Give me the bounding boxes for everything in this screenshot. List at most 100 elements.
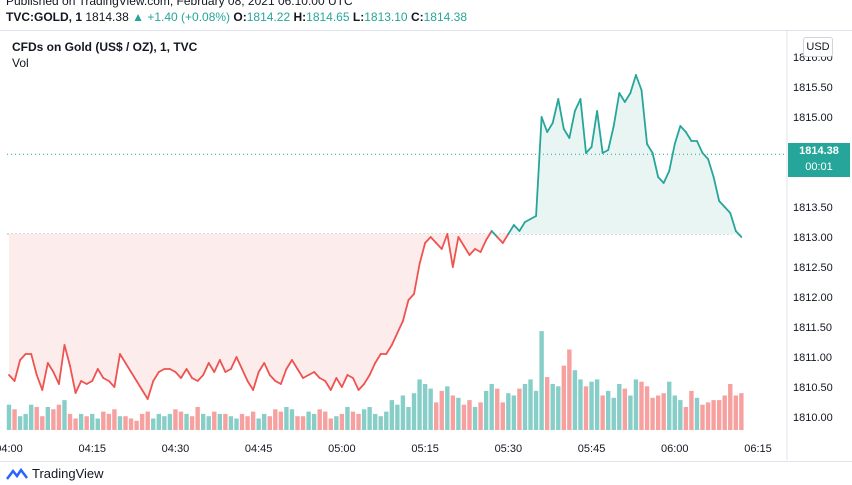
volume-bar <box>345 407 350 430</box>
volume-bar <box>289 409 295 430</box>
volume-bar <box>267 416 272 430</box>
price-line-segment <box>651 152 660 178</box>
volume-bar <box>411 393 417 430</box>
volume-bar <box>439 390 444 430</box>
volume-bar <box>78 413 84 430</box>
price-line-segment <box>707 158 715 178</box>
price-line-segment <box>374 353 382 364</box>
volume-bar <box>84 416 89 430</box>
price-line-segment <box>130 371 138 382</box>
volume-bar <box>17 416 23 430</box>
price-line-segment <box>107 380 116 388</box>
price-line-segment <box>69 365 77 394</box>
volume-bar <box>112 409 117 430</box>
volume-bar <box>689 390 694 430</box>
price-line-segment <box>596 110 604 154</box>
volume-bar <box>406 407 411 430</box>
volume-bar <box>378 416 383 430</box>
price-line-segment <box>723 206 732 214</box>
x-tick-label: 04:30 <box>162 443 190 455</box>
price-line-segment <box>729 212 737 232</box>
volume-bar <box>617 384 622 430</box>
volume-bar <box>51 409 56 430</box>
price-tag-value: 1814.38 <box>799 145 839 157</box>
volume-bar <box>45 407 51 430</box>
close-label: C: <box>410 10 424 24</box>
volume-bar <box>622 388 628 430</box>
volume-bar <box>428 388 433 430</box>
volume-bar <box>262 413 267 430</box>
price-line-segment <box>235 356 243 370</box>
price-line-segment <box>673 125 682 145</box>
price-line-segment <box>518 221 526 232</box>
volume-bar <box>28 404 34 430</box>
volume-bar <box>372 413 378 430</box>
price-line-segment <box>485 230 493 241</box>
volume-bar <box>716 400 722 430</box>
volume-bar <box>73 418 78 430</box>
y-tick-label: 1811.50 <box>793 322 832 334</box>
price-line-segment <box>490 230 499 238</box>
volume-bar <box>167 413 173 430</box>
price-line-segment <box>629 74 637 94</box>
volume-bar <box>350 411 356 430</box>
volume-bar <box>128 418 134 430</box>
volume-bar <box>389 400 395 430</box>
volume-bar <box>139 413 145 430</box>
volume-bar <box>594 379 600 430</box>
price-line-segment <box>662 170 671 184</box>
volume-bar <box>445 386 450 430</box>
price-line-segment <box>501 233 510 244</box>
volume-bar <box>134 420 139 430</box>
volume-bar <box>528 379 533 430</box>
price-line-segment <box>19 353 27 361</box>
price-line-segment <box>346 374 354 379</box>
price-line-segment <box>468 248 476 256</box>
volume-bar <box>700 404 705 430</box>
volume-bar <box>511 395 517 430</box>
volume-bar <box>450 395 456 430</box>
volume-bar <box>356 413 361 430</box>
price-line-segment <box>585 146 593 154</box>
price-line-segment <box>463 245 471 256</box>
y-tick-label: 1812.50 <box>793 262 833 274</box>
price-line-segment <box>590 110 599 148</box>
price-line-segment <box>102 377 110 382</box>
volume-bar <box>212 411 217 430</box>
volume-bar <box>400 395 406 430</box>
currency-button[interactable]: USD <box>803 37 833 57</box>
open-label: O: <box>233 10 247 24</box>
price-line-segment <box>335 377 343 388</box>
price-line-segment <box>296 368 304 379</box>
price-line-segment <box>263 362 271 376</box>
volume-bar <box>195 407 200 430</box>
volume-bar <box>611 397 616 430</box>
volume-bar <box>250 411 256 430</box>
volume-bar <box>583 386 589 430</box>
volume-bar <box>667 381 672 430</box>
price-line-segment <box>696 140 704 154</box>
volume-bar <box>328 418 333 430</box>
price-line-segment <box>424 236 432 244</box>
price-line-segment <box>313 371 321 379</box>
price-line-segment <box>679 125 687 133</box>
volume-bar <box>306 411 311 430</box>
volume-bar <box>145 411 150 430</box>
price-line-segment <box>712 176 721 202</box>
volume-bar <box>56 404 62 430</box>
y-tick-label: 1815.50 <box>793 82 833 94</box>
price-line-segment <box>85 380 94 385</box>
volume-bar <box>478 402 483 430</box>
x-tick-label: 05:30 <box>495 443 523 455</box>
volume-bar <box>722 395 727 430</box>
volume-bar <box>461 404 467 430</box>
volume-bar <box>556 386 561 430</box>
price-line-segment <box>540 116 549 133</box>
open-value: 1814.22 <box>246 10 291 24</box>
y-tick-label: 1810.00 <box>793 412 833 424</box>
price-line-segment <box>668 143 676 172</box>
price-line-segment <box>279 368 288 385</box>
volume-bar <box>733 395 739 430</box>
volume-bar <box>644 386 650 430</box>
